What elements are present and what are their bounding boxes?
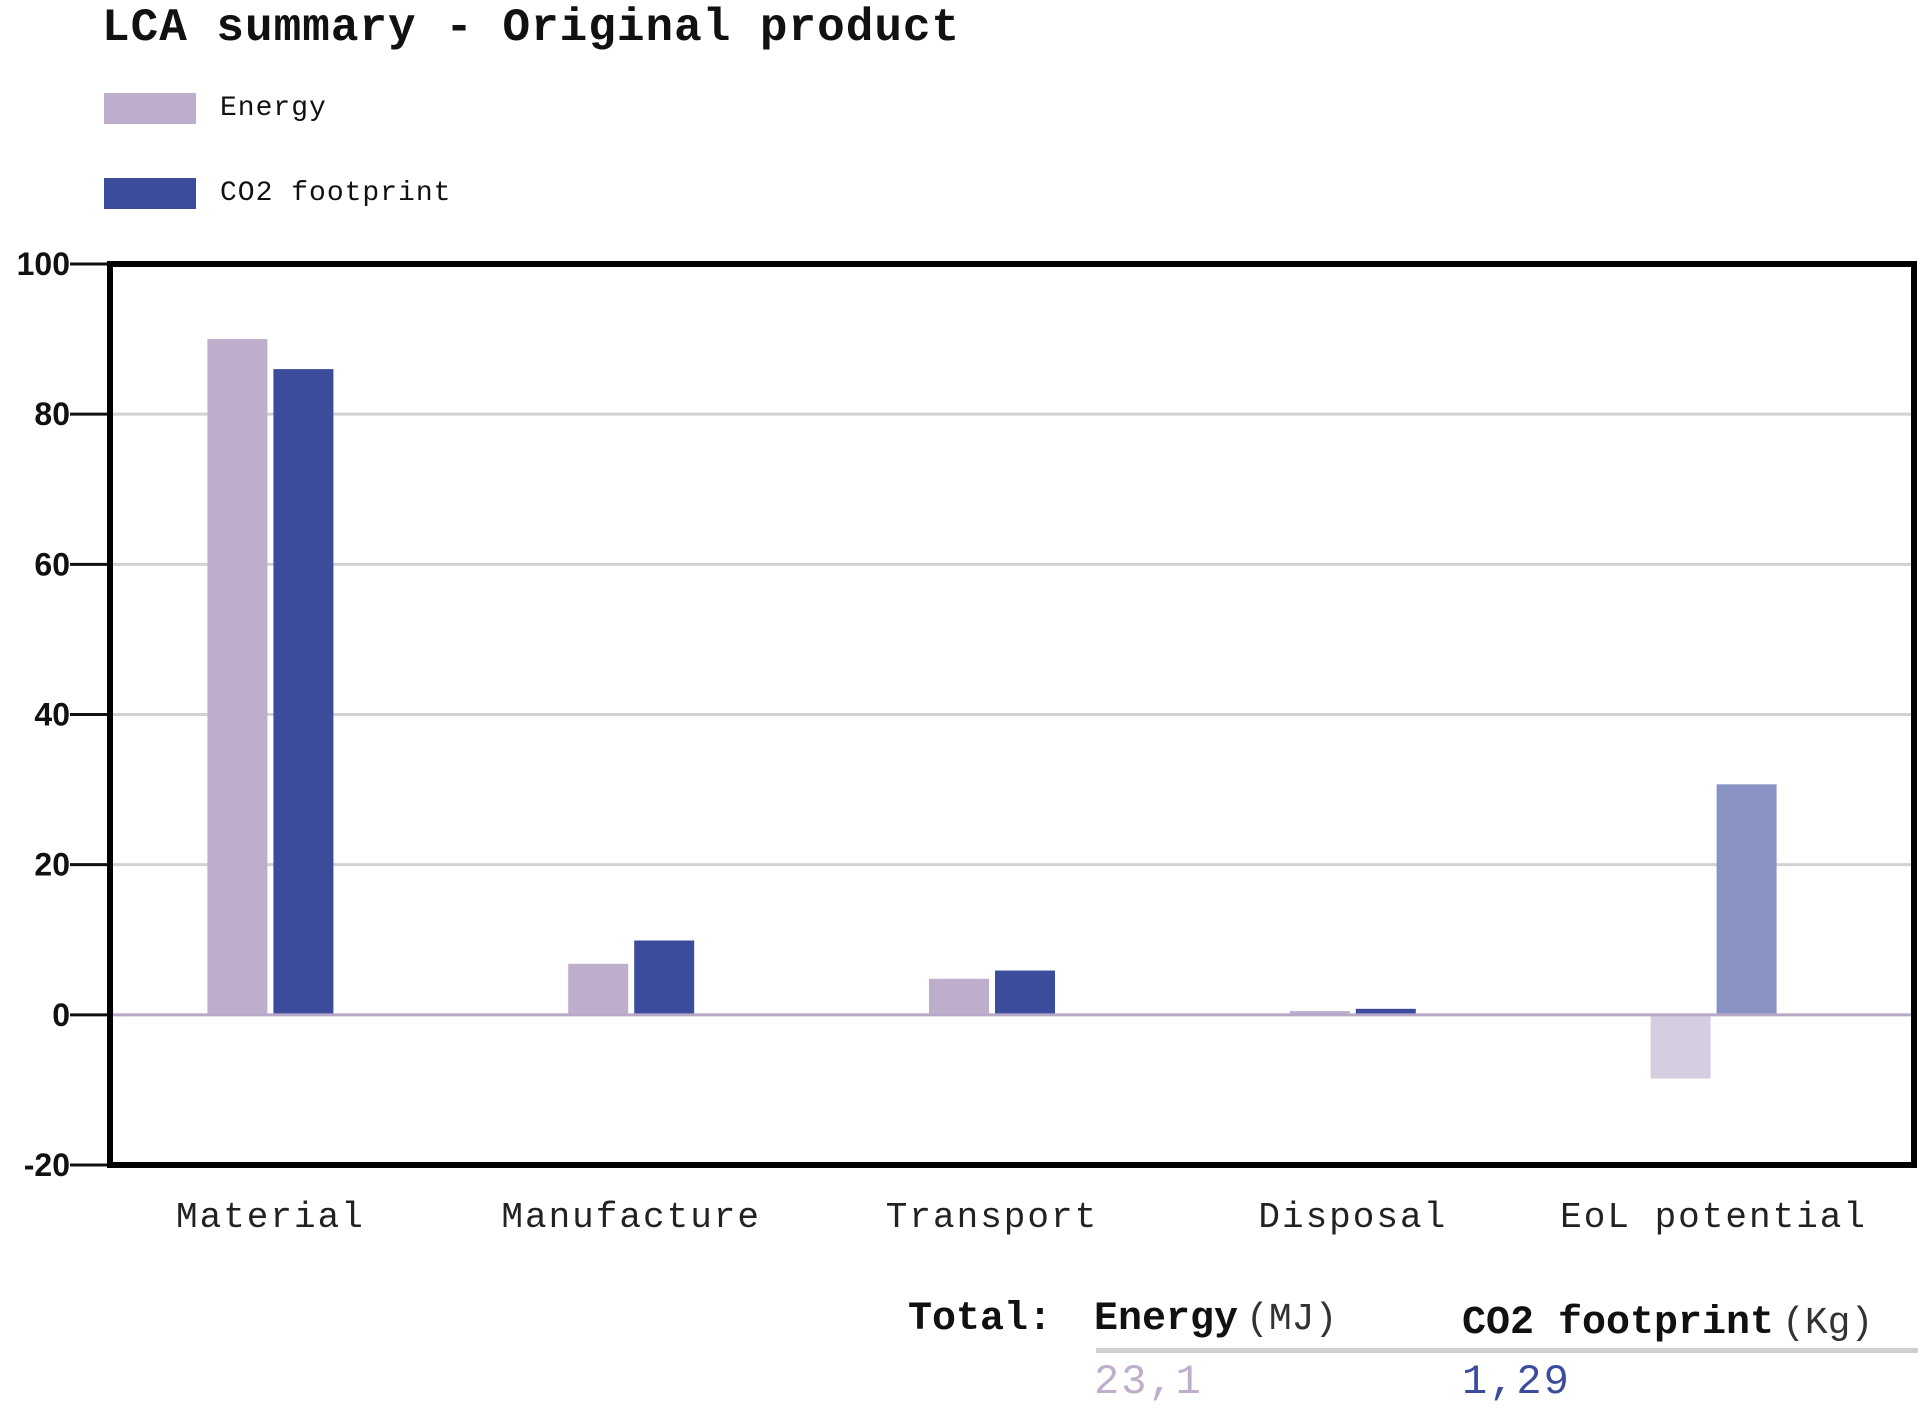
y-tick-label: -20 [24,1147,70,1183]
y-tick-label: 80 [34,396,70,432]
y-tick-label: 40 [34,697,70,733]
x-category-label: Material [176,1197,365,1238]
legend-swatch-energy [104,92,196,124]
y-tick-label: 60 [34,546,70,582]
legend-label-energy: Energy [220,92,327,124]
total-energy-value: 23,1 [1094,1358,1203,1406]
bar-co2-disposal [1355,1008,1416,1015]
bar-co2-manufacture [634,940,695,1015]
totals-energy-unit: (MJ) [1246,1298,1338,1341]
bar-energy-eol-potential [1650,1014,1711,1079]
bar-chart: 100 80 60 40 20 0 -20 Material Manufacture Transp… [17,246,1917,1238]
bar-energy-disposal [1289,1011,1350,1015]
legend-item-energy: Energy [104,91,327,125]
x-category-label: Manufacture [501,1197,761,1238]
totals-co2-unit: (Kg) [1782,1302,1874,1345]
bar-co2-material [273,369,334,1015]
bar-co2-eol-potential [1716,784,1777,1015]
plot-frame [107,261,1917,1168]
legend-swatch-co2 [104,177,196,209]
y-tick-label: 20 [34,847,70,883]
bar-energy-transport [929,978,989,1015]
bar-energy-material [207,339,268,1015]
bar-co2-transport [995,970,1055,1015]
x-category-label: Transport [886,1197,1098,1238]
totals-co2-label: CO2 footprint [1462,1301,1775,1346]
y-tick-label: 100 [17,246,70,282]
total-co2-value: 1,29 [1462,1358,1571,1406]
y-tick-label: 0 [52,997,70,1033]
bar-energy-manufacture [568,963,629,1015]
totals-energy-header: Energy (MJ) [1094,1297,1337,1342]
x-category-label: EoL potential [1560,1197,1867,1238]
x-category-label: Disposal [1258,1197,1447,1238]
chart-title: LCA summary - Original product [102,2,961,54]
totals-label: Total: [908,1297,1053,1342]
legend-item-co2: CO2 footprint [104,176,451,210]
totals-energy-label: Energy [1094,1297,1239,1342]
totals-co2-header: CO2 footprint (Kg) [1462,1301,1873,1346]
legend-label-co2: CO2 footprint [220,177,452,209]
totals-divider [1096,1348,1918,1353]
